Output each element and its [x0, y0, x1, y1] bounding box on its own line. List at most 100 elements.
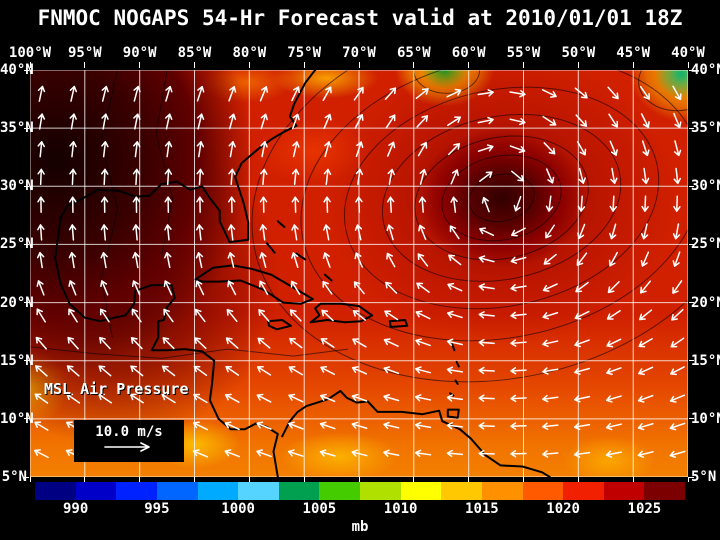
axis-tick	[194, 477, 195, 482]
lon-axis-label: 50°W	[561, 45, 596, 61]
colorbar-tick-label: 1015	[465, 501, 499, 517]
coastline-bahamas-3	[295, 252, 307, 261]
lat-axis-label: 30°N	[0, 178, 34, 195]
coastline-cuba	[194, 264, 314, 305]
lat-axis-label: 40°N	[691, 62, 720, 78]
axis-tick	[24, 418, 29, 420]
lat-axis-label: 35°N	[691, 120, 720, 137]
colorbar-segment	[238, 482, 279, 500]
colorbar-tick-label: 1010	[383, 501, 418, 517]
axis-tick	[577, 477, 579, 482]
wind-arrow-icon	[104, 442, 150, 452]
axis-tick	[689, 418, 694, 420]
axis-tick	[689, 360, 694, 362]
axis-tick	[632, 62, 634, 68]
lat-axis-label: 20°N	[691, 294, 720, 311]
lon-axis-label: 60°W	[451, 45, 486, 61]
coastline-bahamas-1	[265, 242, 276, 254]
map-area: MSL Air Pressure 10.0 m/s	[30, 70, 688, 477]
axis-tick	[24, 185, 29, 187]
colorbar-segment	[481, 482, 523, 500]
axis-tick	[577, 62, 579, 68]
axis-tick	[687, 62, 689, 68]
colorbar-segment	[197, 482, 239, 500]
colorbar-tick-label: 990	[62, 501, 89, 517]
axis-tick	[84, 62, 86, 68]
map-overlay	[30, 70, 688, 477]
grid-lines	[30, 70, 688, 477]
axis-tick	[303, 62, 305, 68]
axis-tick	[523, 62, 524, 68]
lon-axis-label: 45°W	[616, 45, 651, 61]
lat-axis-label: 30°N	[691, 178, 720, 195]
lon-axis-label: 80°W	[232, 45, 267, 61]
coastline-south-america-north-coast	[281, 389, 551, 477]
axis-tick	[139, 477, 141, 482]
axis-tick	[687, 477, 689, 482]
axis-tick	[468, 62, 470, 68]
colorbar-segment	[522, 482, 564, 500]
coastline-hispaniola	[309, 302, 374, 324]
colorbar-segment	[156, 482, 198, 500]
lat-axis-label: 5°N	[691, 469, 717, 485]
colorbar-tick-label: 1000	[221, 501, 255, 517]
coastline-trinidad	[446, 408, 460, 419]
lon-axis-label: 75°W	[287, 45, 322, 61]
axis-tick	[248, 62, 250, 68]
axis-tick	[413, 62, 415, 68]
lon-axis-label: 90°W	[122, 45, 157, 61]
axis-tick	[689, 302, 694, 304]
axis-tick	[358, 477, 360, 482]
page-title: FNMOC NOGAPS 54-Hr Forecast valid at 201…	[37, 6, 683, 30]
colorbar-tick-label: 995	[144, 501, 170, 517]
coastline-lesser-antilles-2	[455, 360, 460, 368]
lat-axis-label: 25°N	[0, 236, 34, 253]
axis-tick	[24, 127, 29, 129]
lon-axis-label: 70°W	[342, 45, 376, 61]
axis-tick	[194, 62, 195, 68]
axis-tick	[29, 62, 31, 68]
coastline-lesser-antilles-1	[451, 343, 456, 352]
colorbar-unit: mb	[351, 519, 369, 535]
coastline-mexico-central-america-coast	[54, 233, 279, 477]
colorbar-segment	[116, 482, 157, 500]
axis-tick	[358, 62, 360, 68]
lat-axis-label: 10°N	[0, 410, 34, 427]
lon-axis-label: 55°W	[506, 45, 541, 61]
colorbar-segment	[278, 482, 320, 500]
coastline-us-atlantic-gulf-coast	[57, 70, 317, 244]
lon-axis-label: 100°W	[8, 45, 52, 61]
axis-tick	[689, 243, 694, 245]
axis-tick	[689, 185, 694, 187]
lat-axis-label: 40°N	[0, 62, 34, 78]
axis-tick	[24, 243, 29, 245]
axis-tick	[248, 477, 250, 482]
colorbar-segment	[75, 482, 117, 500]
colorbar-tick-label: 1020	[546, 501, 580, 517]
colorbar-segment	[563, 482, 604, 500]
lon-axis-label: 95°W	[67, 45, 102, 61]
lat-axis-label: 15°N	[691, 352, 720, 369]
axis-tick	[523, 477, 524, 482]
colorbar-tick-label: 1025	[627, 501, 662, 517]
lat-axis-label: 35°N	[0, 120, 34, 137]
lon-axis-label: 65°W	[396, 45, 431, 61]
msl-air-pressure-label: MSL Air Pressure	[44, 380, 189, 398]
axis-tick	[84, 477, 86, 482]
lat-axis-label: 25°N	[691, 236, 720, 253]
axis-tick	[689, 127, 694, 129]
axis-tick	[689, 476, 694, 478]
colorbar-segment	[644, 482, 685, 500]
lat-axis-label: 5°N	[1, 469, 27, 485]
axis-tick	[303, 477, 305, 482]
axis-tick	[139, 62, 141, 68]
lat-axis-label: 10°N	[691, 410, 720, 427]
axis-tick	[632, 477, 634, 482]
coastline-puerto-rico	[388, 319, 409, 328]
colorbar-segment	[441, 482, 482, 500]
axis-tick	[413, 477, 415, 482]
colorbar-tick-label: 1005	[302, 501, 337, 517]
axis-tick	[689, 69, 694, 71]
axis-tick	[24, 69, 29, 71]
